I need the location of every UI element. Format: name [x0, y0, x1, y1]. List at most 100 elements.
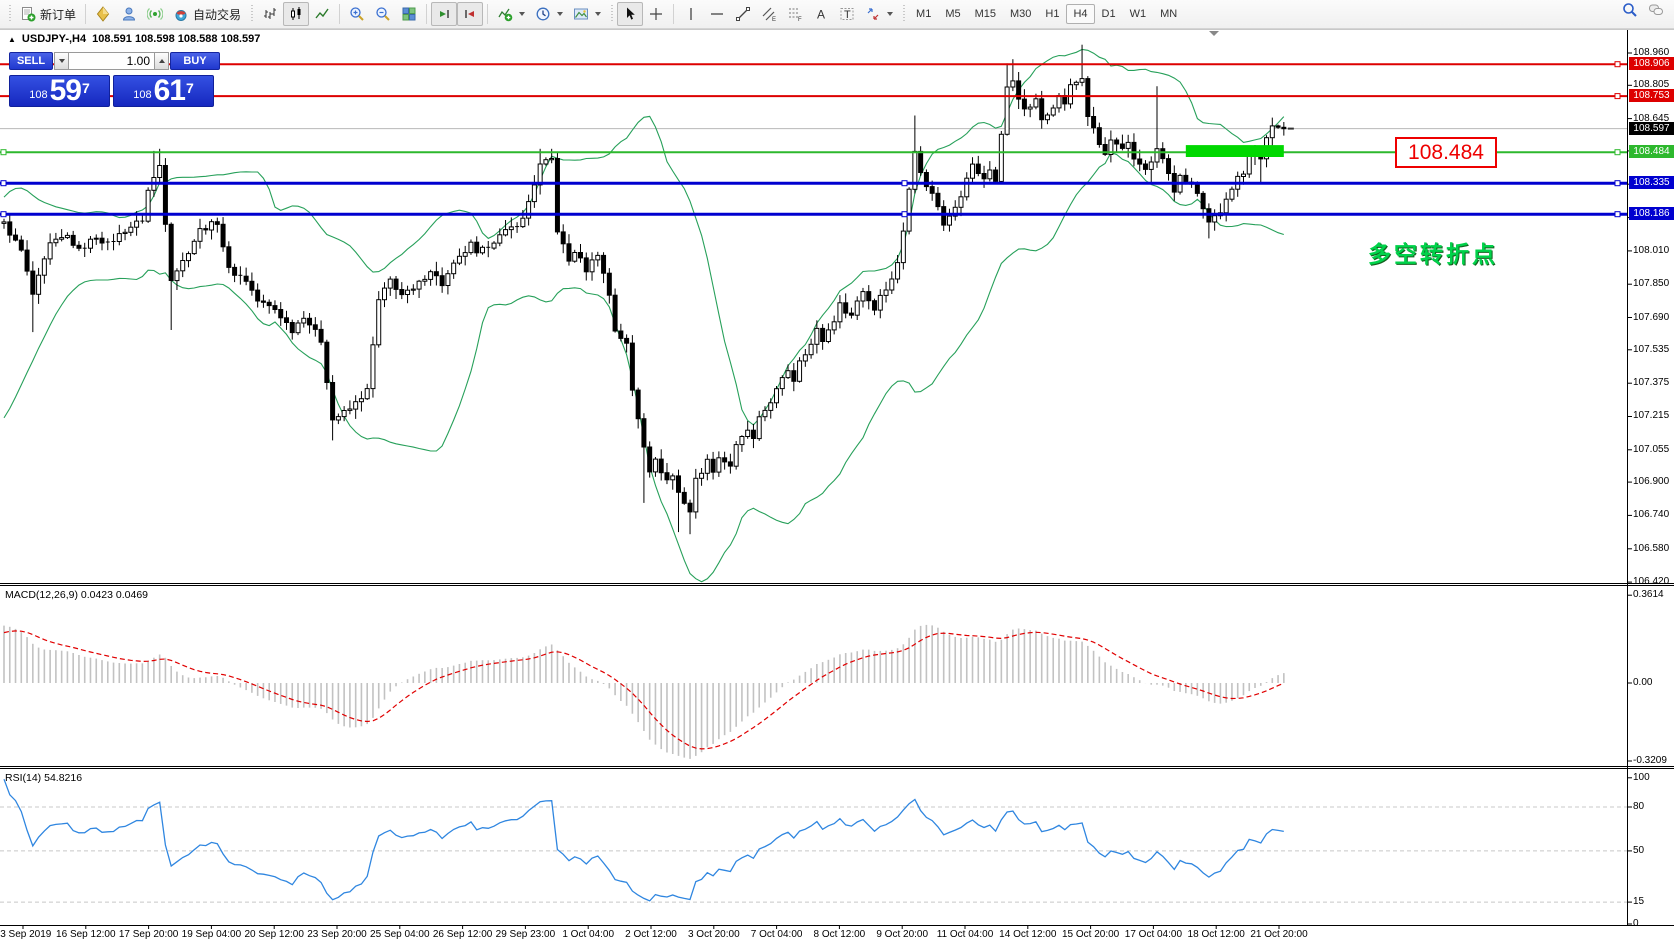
price-axis-line [1627, 30, 1628, 925]
text-button[interactable]: A [808, 2, 834, 26]
line-anchor-handle[interactable] [1614, 93, 1621, 100]
time-axis-label: 3 Oct 20:00 [687, 929, 740, 940]
line-anchor-handle[interactable] [1614, 61, 1621, 68]
fibonacci-icon: F [789, 8, 802, 22]
timeframe-d1-button[interactable]: D1 [1101, 8, 1116, 20]
candlestick-chart-icon [291, 7, 301, 20]
sell-price-sup: 7 [81, 80, 90, 96]
sell-price-button[interactable]: 108 59 7 [9, 75, 110, 107]
indicators-button[interactable] [492, 2, 530, 26]
auto-trading-button[interactable]: 自动交易 [168, 2, 246, 26]
bollinger-upper-band[interactable] [3, 48, 1285, 426]
fibonacci-button[interactable]: F [782, 2, 808, 26]
label-glyph: T [844, 9, 851, 21]
toolbar-grip[interactable] [609, 5, 615, 23]
line-anchor-handle[interactable] [0, 149, 7, 156]
line-anchor-handle[interactable] [1614, 149, 1621, 156]
pane-separator[interactable] [0, 583, 1674, 584]
horizontal-line-button[interactable] [704, 2, 730, 26]
time-axis-label: 14 Oct 12:00 [999, 929, 1057, 940]
signals-button[interactable] [142, 2, 168, 26]
main-toolbar: 新订单 [0, 0, 1674, 29]
price-tick-label: 106.740 [1633, 509, 1670, 521]
text-label-button[interactable]: T [834, 2, 860, 26]
arrows-button[interactable] [860, 2, 898, 26]
metaeditor-button[interactable] [90, 2, 116, 26]
macd-tick-label: 0.00 [1633, 677, 1653, 688]
time-axis-label: 20 Sep 12:00 [244, 929, 304, 940]
text-glyph: A [817, 8, 825, 22]
candlestick-chart-button[interactable] [283, 2, 310, 26]
vertical-line-button[interactable] [678, 2, 704, 26]
timeframe-h1-button[interactable]: H1 [1045, 8, 1060, 20]
indicators-icon [498, 8, 513, 22]
timeframe-w1-button[interactable]: W1 [1129, 8, 1147, 20]
toolbar-grip[interactable] [901, 5, 907, 23]
toolbar-grip[interactable] [249, 5, 255, 23]
pane-separator[interactable] [0, 585, 1674, 586]
macd-pane-label: MACD(12,26,9) 0.0423 0.0469 [5, 589, 149, 601]
candlesticks[interactable] [1, 44, 1287, 535]
volume-increase-button[interactable] [154, 52, 169, 70]
rsi-tick-label: 15 [1633, 896, 1645, 908]
timeframe-m5-button[interactable]: M5 [945, 8, 961, 20]
buy-button[interactable]: BUY [170, 52, 220, 70]
new-order-button[interactable]: 新订单 [15, 2, 81, 26]
auto-scroll-button[interactable] [431, 2, 458, 26]
community-button[interactable] [116, 2, 142, 26]
chart-shift-marker-icon[interactable] [1209, 31, 1219, 36]
line-anchor-handle[interactable] [901, 211, 908, 218]
line-chart-button[interactable] [309, 2, 335, 26]
timeframe-m15-button[interactable]: M15 [974, 8, 996, 20]
price-tick-label: 107.690 [1633, 311, 1670, 323]
crosshair-button[interactable] [643, 2, 669, 26]
search-icon[interactable] [1622, 2, 1638, 18]
timeframe-m30-button[interactable]: M30 [1010, 8, 1032, 20]
price-tick-label: 107.375 [1633, 377, 1670, 389]
channel-button[interactable]: E [756, 2, 782, 26]
zoom-in-button[interactable] [344, 2, 370, 26]
chart-shift-button[interactable] [457, 2, 484, 26]
line-anchor-handle[interactable] [1614, 180, 1621, 187]
time-axis-label: 21 Oct 20:00 [1250, 929, 1308, 940]
sell-price-big: 59 [49, 74, 82, 107]
pane-separator[interactable] [0, 766, 1674, 767]
cursor-button[interactable] [617, 2, 644, 26]
volume-decrease-button[interactable] [54, 52, 69, 70]
chat-icon[interactable] [1648, 2, 1664, 18]
bollinger-lower-band[interactable] [3, 152, 1284, 583]
green-zone-rect[interactable] [1185, 145, 1284, 157]
price-tick-label: 108.805 [1633, 79, 1670, 91]
zoom-out-button[interactable] [370, 2, 396, 26]
one-click-collapse-icon[interactable]: ▲ [8, 34, 16, 44]
sell-button[interactable]: SELL [9, 52, 53, 70]
volume-input[interactable]: 1.00 [69, 52, 154, 70]
auto-trading-label: 自动交易 [193, 7, 242, 22]
macd-tick-label: 0.3614 [1633, 589, 1664, 601]
tile-windows-button[interactable] [396, 2, 422, 26]
buy-price-sup: 7 [185, 80, 194, 96]
turning-point-note[interactable]: 多空转折点 [1368, 241, 1498, 267]
timeframe-mn-button[interactable]: MN [1160, 8, 1178, 20]
pane-separator[interactable] [0, 768, 1674, 769]
line-anchor-handle[interactable] [0, 180, 7, 187]
time-axis-label: 18 Oct 12:00 [1187, 929, 1245, 940]
time-axis-label: 7 Oct 04:00 [750, 929, 803, 940]
toolbar-grip[interactable] [7, 5, 12, 23]
bar-chart-button[interactable] [257, 2, 283, 26]
rsi-pane-label: RSI(14) 54.8216 [5, 772, 83, 784]
line-anchor-handle[interactable] [0, 211, 7, 218]
timeframe-m1-button[interactable]: M1 [916, 8, 932, 20]
templates-button[interactable] [568, 2, 606, 26]
price-note-box[interactable]: 108.484 [1395, 137, 1497, 168]
buy-price-button[interactable]: 108 61 7 [113, 75, 214, 107]
tile-windows-icon [402, 7, 416, 21]
trendline-button[interactable] [730, 2, 756, 26]
hline-price-label: 108.906 [1629, 57, 1674, 71]
rsi-tick-label: 80 [1633, 801, 1645, 813]
line-anchor-handle[interactable] [901, 180, 908, 187]
line-anchor-handle[interactable] [1614, 211, 1621, 218]
periods-button[interactable] [530, 2, 568, 26]
timeframe-h4-button[interactable]: H4 [1066, 4, 1095, 24]
